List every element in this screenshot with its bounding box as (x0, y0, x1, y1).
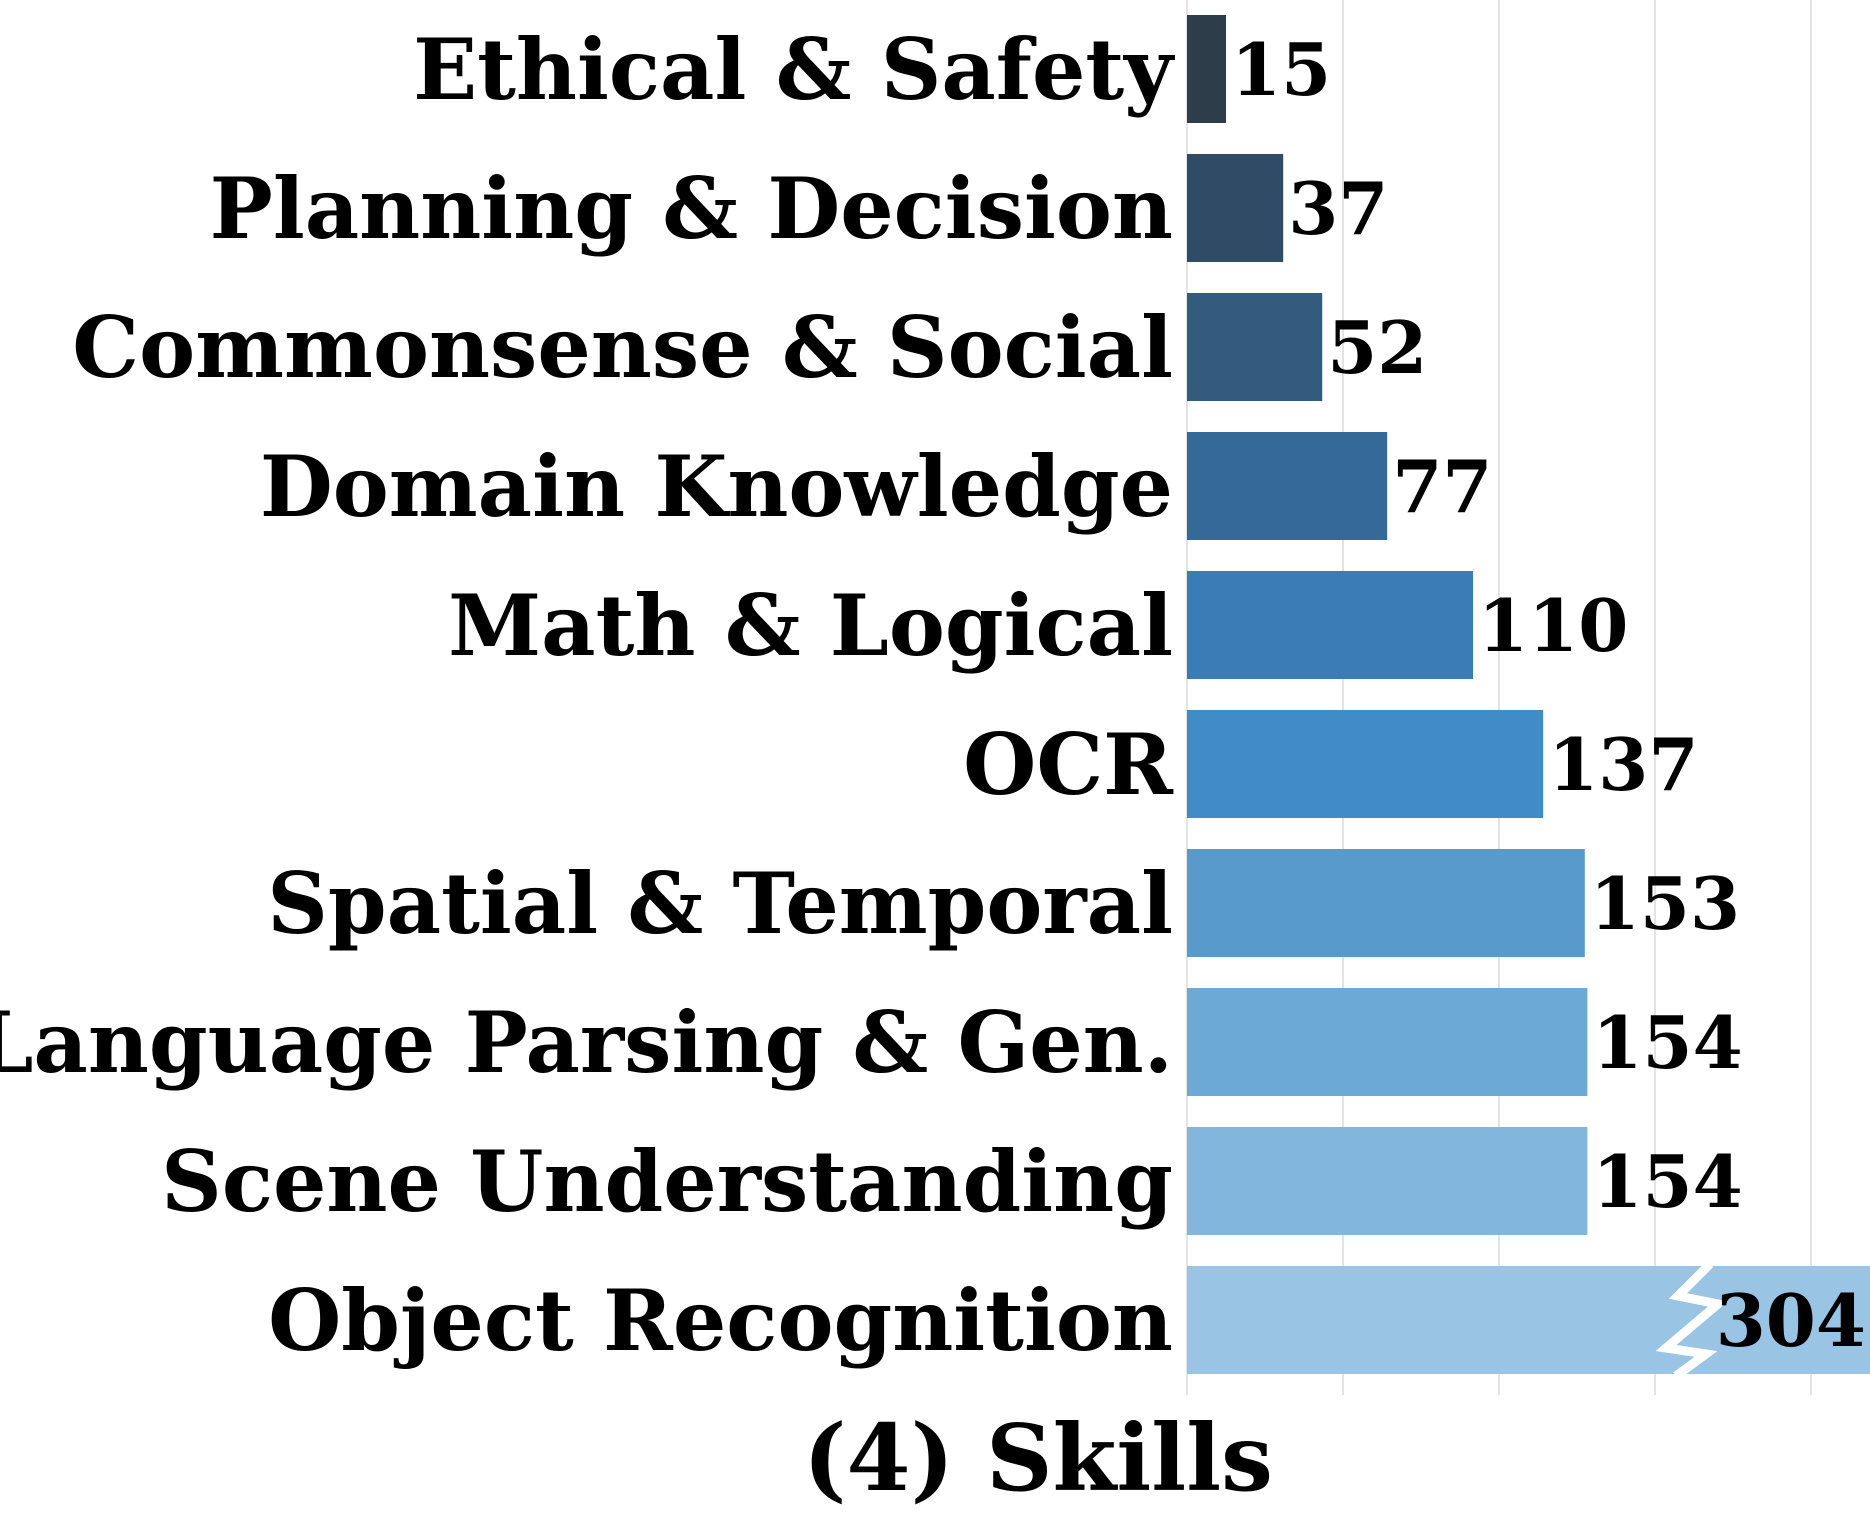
category-label-0: Ethical & Safety (413, 20, 1175, 119)
value-label-1: 37 (1288, 166, 1388, 251)
value-label-7: 154 (1592, 1000, 1742, 1085)
bar-2 (1187, 293, 1323, 401)
bar-1 (1187, 154, 1284, 262)
bar-5 (1187, 710, 1544, 818)
category-labels: Ethical & Safety Planning & Decision Commo… (0, 20, 1175, 1370)
value-label-2: 52 (1327, 305, 1427, 390)
category-label-5: OCR (963, 715, 1174, 814)
category-label-3: Domain Knowledge (260, 437, 1173, 536)
value-label-4: 110 (1478, 583, 1628, 668)
category-label-1: Planning & Decision (210, 159, 1173, 258)
axis-break-mark (1655, 1260, 1729, 1380)
bar-8 (1187, 1127, 1588, 1235)
bar-6 (1187, 849, 1585, 957)
category-label-8: Scene Understanding (161, 1132, 1173, 1231)
value-labels: 15 37 52 77 110 137 153 154 154 304 (1231, 27, 1866, 1363)
bar-9 (1187, 1266, 1870, 1374)
category-label-6: Spatial & Temporal (267, 854, 1173, 953)
value-label-6: 153 (1590, 861, 1740, 946)
bars (1187, 15, 1870, 1380)
value-label-0: 15 (1231, 27, 1331, 112)
value-label-3: 77 (1392, 444, 1492, 529)
value-label-9: 304 (1716, 1278, 1866, 1363)
bar-7 (1187, 988, 1588, 1096)
bar-4 (1187, 571, 1473, 679)
bar-3 (1187, 432, 1388, 540)
category-label-7: Language Parsing & Gen. (0, 993, 1173, 1092)
category-label-2: Commonsense & Social (72, 298, 1173, 397)
value-label-5: 137 (1548, 722, 1698, 807)
category-label-9: Object Recognition (268, 1271, 1173, 1370)
value-label-8: 154 (1592, 1139, 1742, 1224)
chart-title: (4) Skills (803, 1404, 1273, 1512)
category-label-4: Math & Logical (448, 576, 1173, 675)
bar-0 (1187, 15, 1226, 123)
